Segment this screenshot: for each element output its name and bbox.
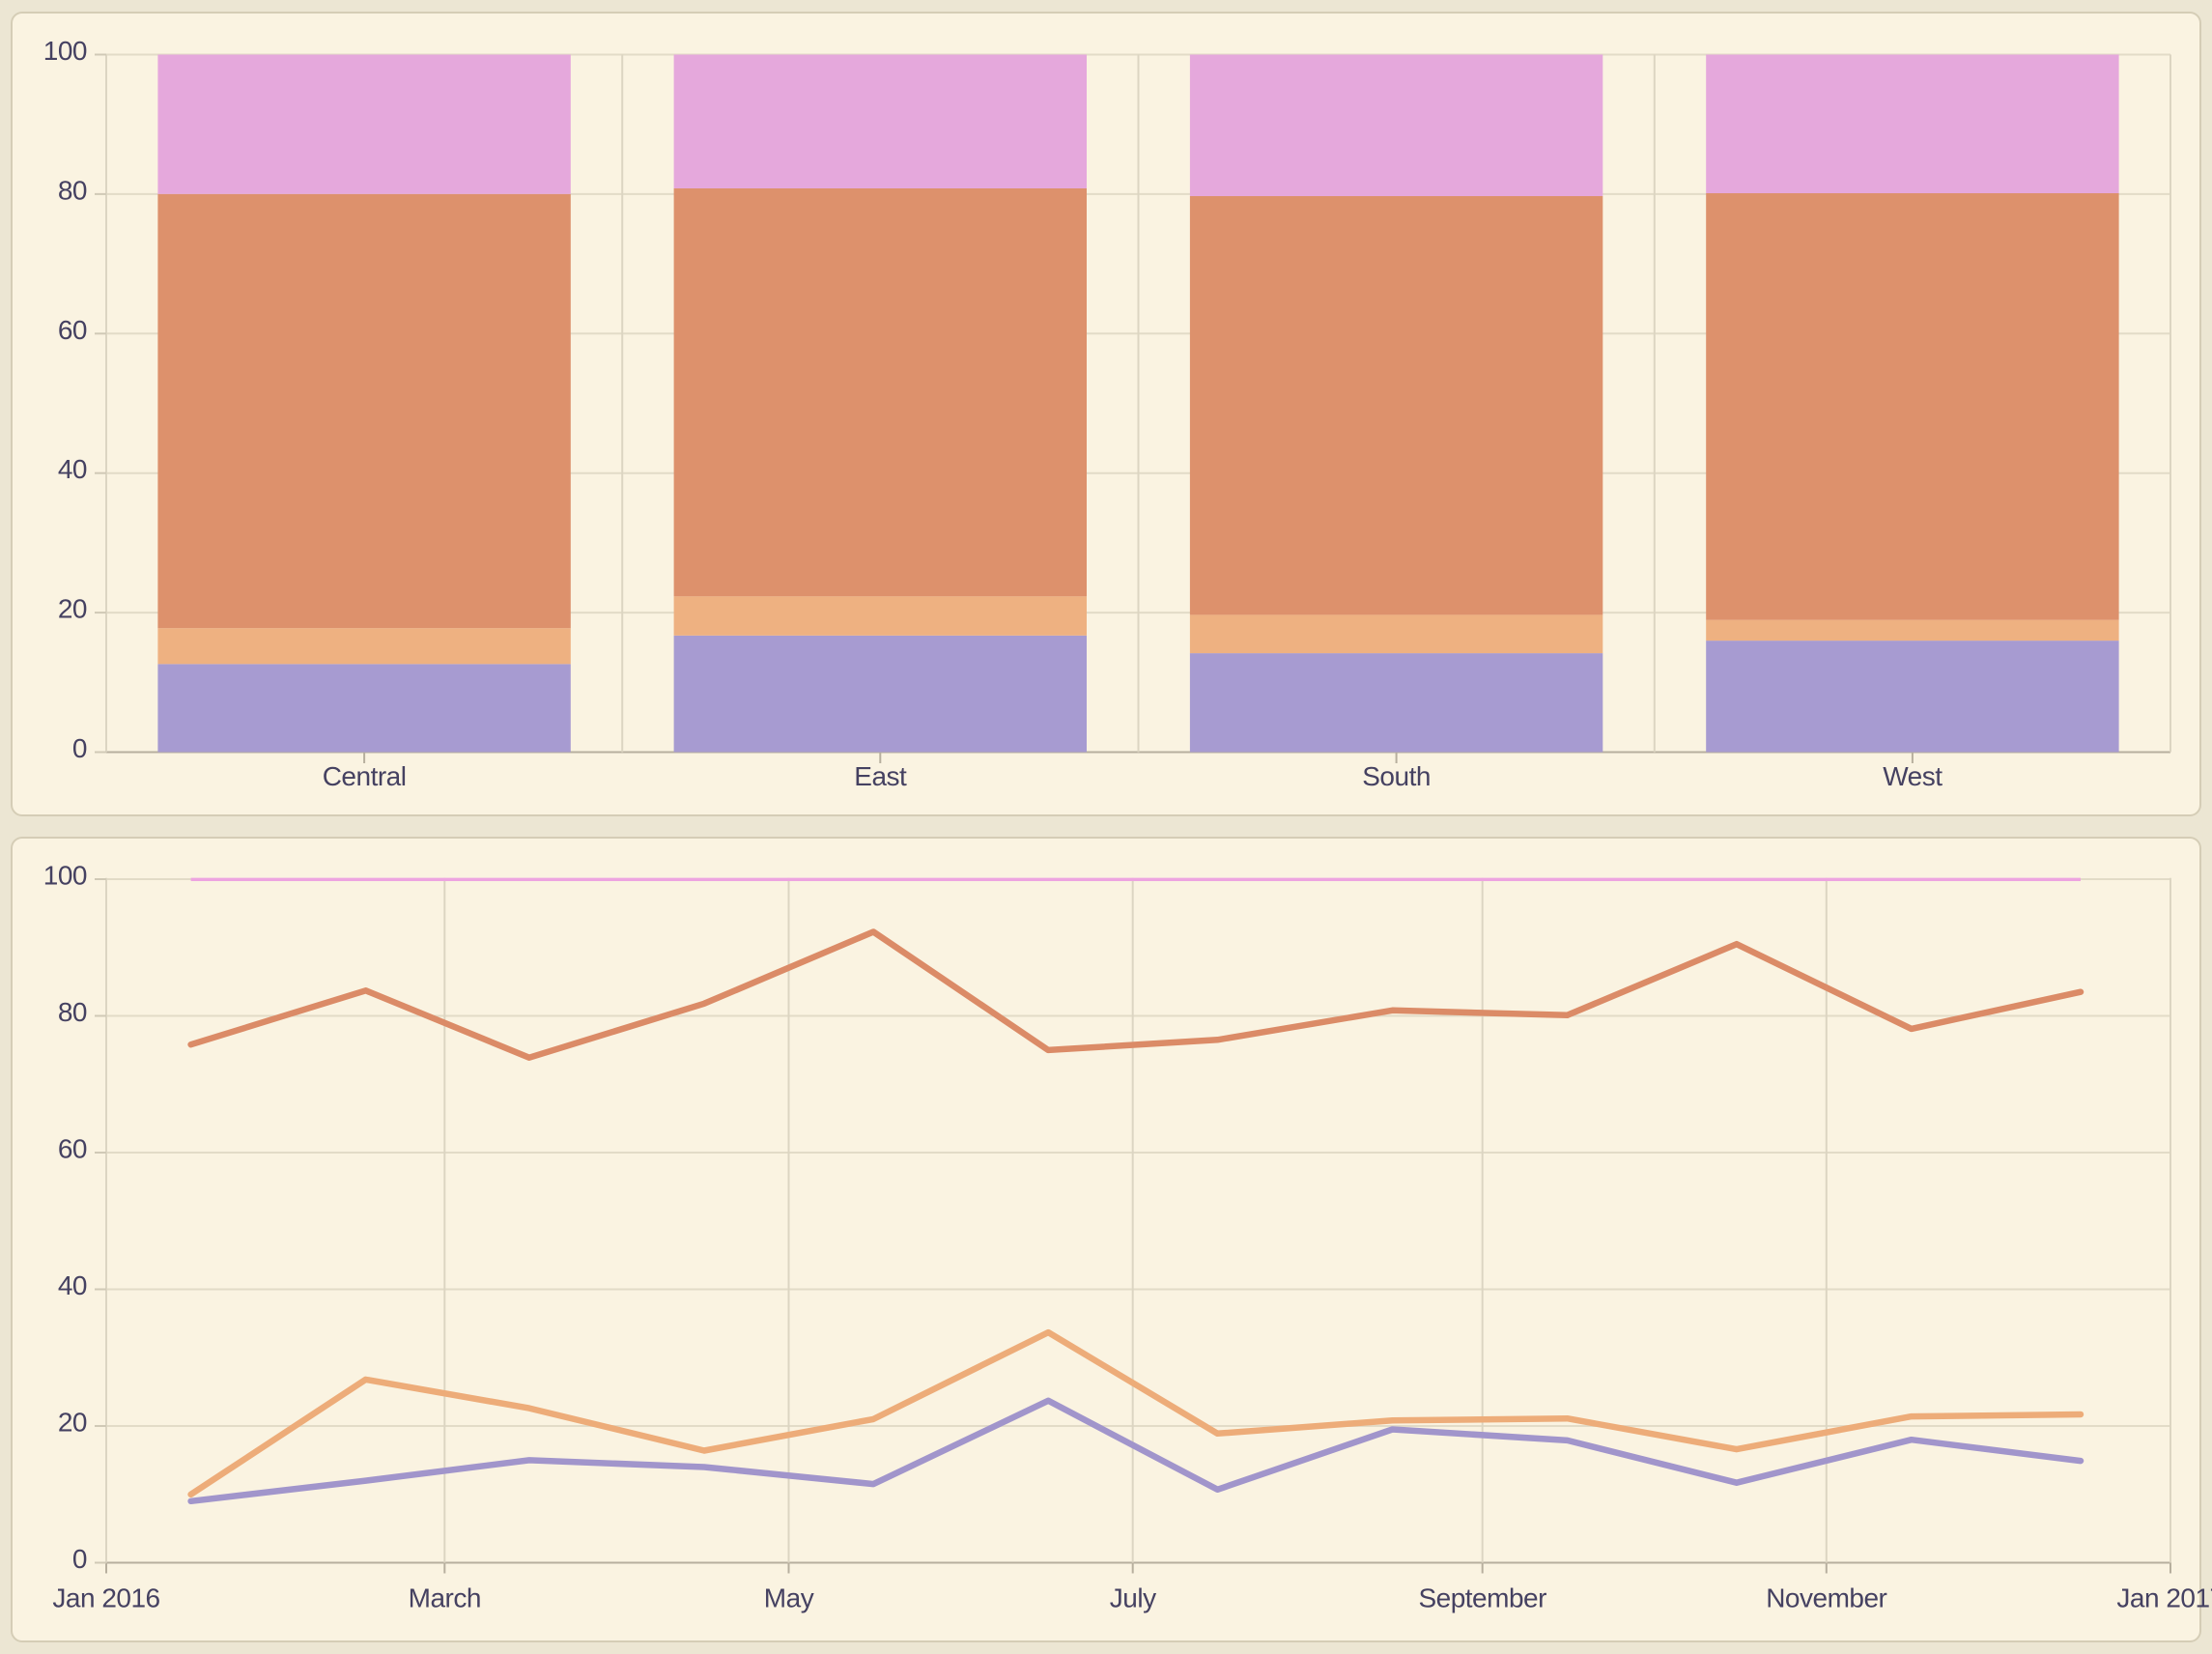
svg-text:80: 80 xyxy=(58,175,87,205)
svg-text:West: West xyxy=(1883,761,1943,791)
svg-text:40: 40 xyxy=(58,1270,87,1300)
svg-text:Central: Central xyxy=(323,761,407,791)
svg-text:July: July xyxy=(1110,1583,1156,1613)
svg-text:80: 80 xyxy=(58,997,87,1027)
svg-text:Jan 2017: Jan 2017 xyxy=(2116,1583,2212,1613)
svg-text:May: May xyxy=(764,1583,814,1613)
svg-text:0: 0 xyxy=(72,733,87,763)
svg-text:0: 0 xyxy=(72,1544,87,1574)
svg-text:100: 100 xyxy=(43,36,87,66)
svg-text:60: 60 xyxy=(58,315,87,345)
svg-text:100: 100 xyxy=(43,861,87,891)
svg-text:60: 60 xyxy=(58,1134,87,1164)
svg-text:November: November xyxy=(1766,1583,1886,1613)
svg-text:East: East xyxy=(854,761,907,791)
svg-text:20: 20 xyxy=(58,594,87,624)
svg-text:20: 20 xyxy=(58,1408,87,1438)
svg-text:September: September xyxy=(1418,1583,1546,1613)
svg-text:Jan 2016: Jan 2016 xyxy=(52,1583,159,1613)
svg-text:March: March xyxy=(409,1583,481,1613)
svg-text:40: 40 xyxy=(58,454,87,484)
svg-text:South: South xyxy=(1362,761,1431,791)
